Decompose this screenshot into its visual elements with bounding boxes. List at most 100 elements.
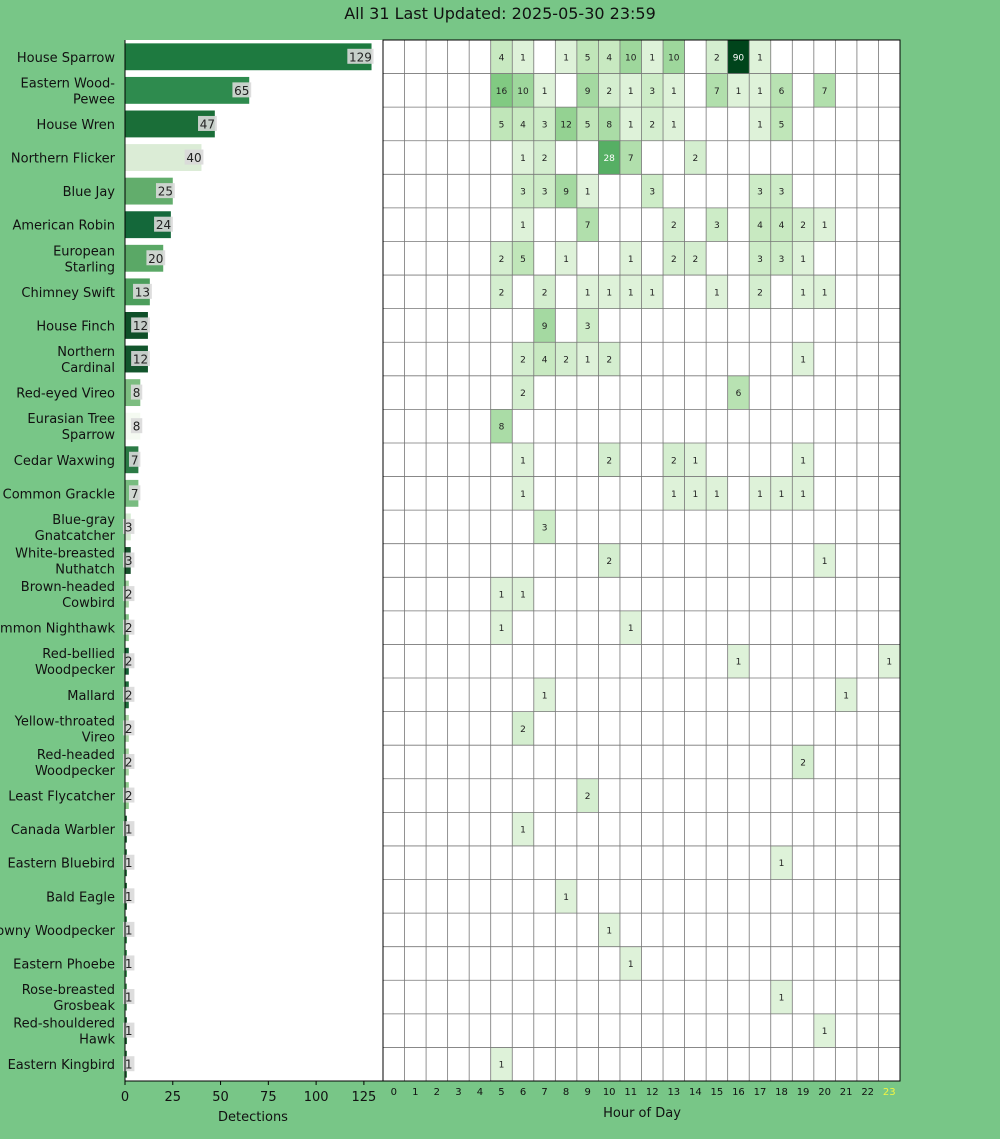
heatmap-cell-label: 2 bbox=[671, 221, 677, 231]
heatmap-cell-label: 1 bbox=[757, 120, 763, 130]
heatmap-cell-label: 1 bbox=[563, 53, 569, 63]
heatmap-x-tick-label: 19 bbox=[797, 1087, 810, 1098]
value-label-bg bbox=[123, 586, 135, 602]
category-label: Cedar Waxwing bbox=[14, 454, 115, 469]
bar-x-tick-label: 0 bbox=[121, 1090, 129, 1105]
heatmap-cell bbox=[533, 107, 556, 141]
value-label-bg bbox=[128, 485, 141, 501]
heatmap-cell bbox=[706, 275, 728, 309]
heatmap-x-tick-label: 11 bbox=[624, 1087, 637, 1098]
category-label: Nuthatch bbox=[55, 563, 115, 578]
heatmap-cell bbox=[792, 442, 814, 477]
category-label: Grosbeak bbox=[53, 999, 115, 1014]
value-label-bg bbox=[123, 518, 135, 534]
heatmap-x-tick-label: 12 bbox=[646, 1087, 659, 1098]
heatmap-cell bbox=[533, 174, 556, 208]
category-label: American Robin bbox=[12, 219, 115, 234]
heatmap-cell-label: 1 bbox=[779, 994, 785, 1004]
value-label-bg bbox=[154, 216, 173, 232]
value-label: 7 bbox=[131, 453, 139, 467]
heatmap-cell bbox=[533, 275, 556, 309]
heatmap-cell bbox=[576, 342, 599, 376]
heatmap-cell-label: 2 bbox=[606, 557, 612, 567]
category-label: White-breasted bbox=[15, 547, 115, 562]
heatmap-cell-label: 3 bbox=[779, 255, 785, 265]
heatmap-x-tick-label: 1 bbox=[412, 1087, 418, 1098]
heatmap-cell-label: 1 bbox=[585, 356, 591, 366]
heatmap-cell bbox=[792, 207, 814, 242]
heatmap-cell bbox=[749, 107, 771, 141]
value-label-bg bbox=[347, 48, 374, 64]
heatmap-cell bbox=[813, 1013, 836, 1048]
heatmap-cell-label: 1 bbox=[692, 490, 698, 500]
heatmap-cell-label: 2 bbox=[800, 758, 806, 768]
bar bbox=[125, 43, 372, 71]
value-label: 1 bbox=[125, 823, 133, 837]
heatmap-cell bbox=[619, 73, 642, 108]
heatmap-x-tick-label: 3 bbox=[455, 1087, 461, 1098]
category-label: Common Grackle bbox=[3, 487, 115, 502]
category-label: House Wren bbox=[37, 118, 115, 133]
heatmap-cell bbox=[727, 40, 750, 74]
heatmap-cell-label: 4 bbox=[542, 356, 548, 366]
heatmap-cell bbox=[490, 107, 513, 141]
heatmap-cell bbox=[641, 275, 664, 309]
value-label: 12 bbox=[133, 353, 148, 367]
value-label-bg bbox=[232, 82, 252, 98]
heatmap-cell bbox=[512, 174, 534, 208]
heatmap-cell bbox=[813, 543, 836, 578]
heatmap-cell bbox=[813, 73, 836, 108]
heatmap-cell-label: 3 bbox=[542, 120, 548, 130]
heatmap-cell bbox=[512, 140, 534, 175]
value-label-bg bbox=[198, 115, 217, 131]
heatmap-cell-label: 2 bbox=[606, 356, 612, 366]
category-label: Red-headed bbox=[37, 748, 115, 763]
heatmap-cell bbox=[555, 107, 577, 141]
heatmap-cell-label: 1 bbox=[649, 53, 655, 63]
heatmap-cell bbox=[663, 73, 685, 108]
heatmap-cell-label: 9 bbox=[563, 188, 569, 198]
heatmap-cell-label: 1 bbox=[606, 288, 612, 298]
heatmap-cell-label: 2 bbox=[606, 87, 612, 97]
value-label: 40 bbox=[186, 151, 201, 165]
heatmap-cell-label: 5 bbox=[779, 120, 785, 130]
heatmap-cell bbox=[792, 745, 814, 779]
heatmap-cell-label: 1 bbox=[520, 490, 526, 500]
bar-x-tick-label: 75 bbox=[260, 1090, 277, 1105]
heatmap-cell bbox=[619, 40, 642, 74]
heatmap-cell-label: 10 bbox=[517, 87, 529, 97]
value-label-bg bbox=[131, 317, 150, 333]
heatmap-frame bbox=[382, 39, 901, 1082]
value-label-bg bbox=[123, 955, 135, 971]
heatmap-cell-label: 3 bbox=[542, 523, 548, 533]
heatmap-cell bbox=[512, 207, 534, 242]
bar-x-tick-label: 100 bbox=[304, 1090, 329, 1105]
value-label-bg bbox=[123, 1022, 135, 1038]
value-label: 1 bbox=[125, 923, 133, 937]
heatmap-cell bbox=[490, 1047, 513, 1081]
heatmap-cell bbox=[663, 207, 685, 242]
heatmap-cell-label: 1 bbox=[628, 87, 634, 97]
bar-chart-panel: 129 House Sparrow 65 Eastern Wood-Pewee 47 Ho… bbox=[0, 40, 383, 1105]
heatmap-cell-label: 1 bbox=[822, 557, 828, 567]
heatmap-cell bbox=[576, 73, 599, 108]
category-label: Eastern Phoebe bbox=[13, 957, 115, 972]
heatmap-cell bbox=[598, 275, 620, 309]
heatmap-cell bbox=[512, 442, 534, 477]
heatmap-cell bbox=[770, 174, 793, 208]
heatmap-cell-label: 8 bbox=[499, 423, 505, 433]
heatmap-cell bbox=[706, 207, 728, 242]
heatmap-cell bbox=[749, 207, 771, 242]
heatmap-cell bbox=[727, 375, 750, 410]
category-label: Cowbird bbox=[62, 596, 115, 611]
heatmap-cell bbox=[533, 510, 556, 544]
category-label: Vireo bbox=[82, 730, 115, 745]
heatmap-cell-label: 1 bbox=[499, 624, 505, 634]
heatmap-cell-label: 2 bbox=[499, 288, 505, 298]
heatmap-cell-label: 1 bbox=[628, 624, 634, 634]
value-label-bg bbox=[133, 283, 152, 299]
heatmap-cell bbox=[576, 778, 599, 813]
heatmap-cell-label: 2 bbox=[499, 255, 505, 265]
heatmap-cell-label: 10 bbox=[625, 53, 637, 63]
heatmap-cell-label: 1 bbox=[563, 255, 569, 265]
